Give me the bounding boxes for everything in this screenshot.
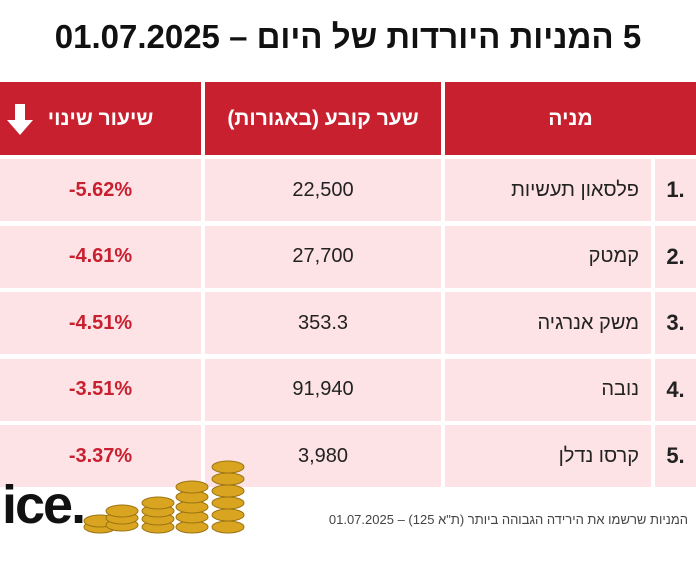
rank-cell: 1. — [655, 159, 696, 221]
rank-cell: 2. — [655, 225, 696, 288]
header-text: שיעור שינוי — [47, 106, 154, 130]
price-cell: 27,700 — [205, 225, 441, 288]
name-cell: פלסאון תעשיות — [445, 159, 651, 221]
rank-cell: 4. — [655, 358, 696, 421]
price-cell: 3,980 — [205, 425, 441, 487]
page-title: 5 המניות היורדות של היום – 01.07.2025 — [54, 18, 642, 55]
change-cell: -3.37% — [0, 425, 201, 487]
name-cell: נובה — [445, 358, 651, 421]
down-arrow-icon — [7, 104, 33, 135]
change-cell: -3.51% — [0, 358, 201, 421]
header-cell: שער קובע (באגורות) — [205, 82, 441, 155]
change-cell: -4.61% — [0, 225, 201, 288]
rank-cell: 5. — [655, 425, 696, 487]
logo: ice. — [2, 475, 86, 535]
price-cell: 353.3 — [205, 292, 441, 354]
change-cell: -4.51% — [0, 292, 201, 354]
coins-illustration — [83, 460, 245, 534]
name-cell: משק אנרגיה — [445, 292, 651, 354]
name-cell: קרסו נדלן — [445, 425, 651, 487]
price-cell: 22,500 — [205, 159, 441, 221]
footer-note: המניות שרשמו את הירידה הגבוהה ביותר (ת"א… — [328, 512, 688, 527]
header-cell: שיעור שינוי — [0, 82, 201, 155]
change-cell: -5.62% — [0, 159, 201, 221]
price-cell: 91,940 — [205, 358, 441, 421]
rank-cell: 3. — [655, 292, 696, 354]
header-cell: מניה — [445, 82, 696, 155]
name-cell: קמטק — [445, 225, 651, 288]
